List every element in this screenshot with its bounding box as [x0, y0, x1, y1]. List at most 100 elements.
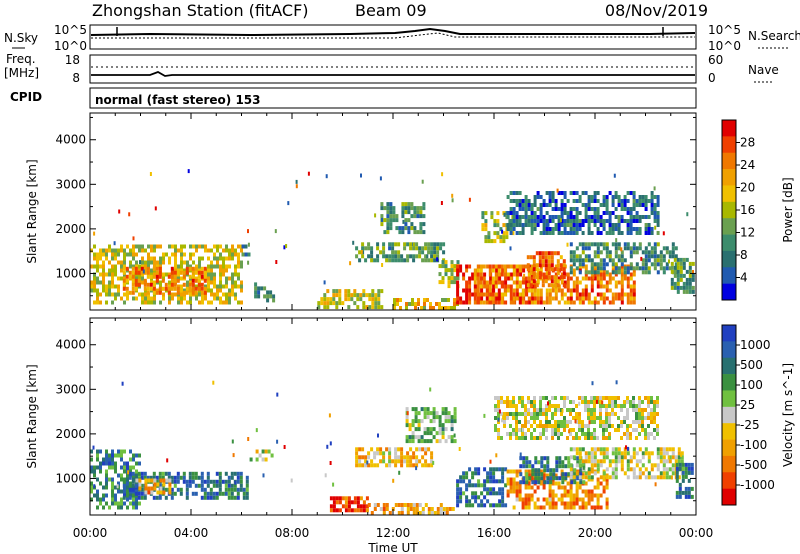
velocity-cell [158, 475, 162, 480]
power-cell [419, 206, 423, 211]
velocity-cell [548, 485, 552, 490]
velocity-cell [338, 496, 342, 501]
power-cell [560, 288, 564, 293]
velocity-cell [650, 412, 653, 416]
velocity-cell [227, 491, 231, 496]
power-cell [386, 230, 390, 235]
velocity-cell [674, 459, 678, 464]
power-cell [518, 300, 522, 305]
power-cell [150, 256, 153, 261]
velocity-cell [635, 404, 638, 408]
power-cell [382, 242, 386, 247]
power-cell [557, 288, 561, 293]
power-cell [581, 258, 585, 263]
velocity-cell [561, 408, 564, 413]
power-cell [623, 270, 627, 275]
power-cell [204, 244, 207, 249]
power-colorbar-segment [722, 185, 736, 203]
velocity-cell [599, 481, 603, 486]
power-cell [177, 268, 180, 273]
velocity-cell [361, 447, 365, 452]
power-cell [415, 246, 419, 251]
velocity-cell [236, 475, 240, 480]
power-cell [533, 296, 537, 301]
power-cell [177, 296, 180, 301]
power-cell [394, 254, 398, 259]
power-cell [503, 292, 507, 297]
velocity-cell [572, 447, 576, 452]
velocity-cell [581, 428, 584, 432]
velocity-cell [524, 416, 527, 420]
velocity-cell [509, 481, 513, 486]
power-cell [162, 272, 165, 277]
velocity-cell [501, 467, 505, 472]
velocity-cell [626, 467, 630, 472]
power-cell [125, 266, 129, 271]
velocity-cell [494, 428, 497, 432]
velocity-cell [501, 499, 505, 504]
velocity-cell [615, 380, 618, 385]
velocity-cell [515, 481, 519, 486]
power-cell [182, 274, 186, 279]
velocity-cell [635, 412, 638, 416]
power-cell [485, 284, 489, 289]
velocity-cell [105, 493, 108, 498]
power-cell [599, 215, 603, 219]
power-cell [415, 254, 419, 259]
velocity-cell [620, 455, 624, 460]
velocity-cell [584, 451, 588, 456]
power-cell [533, 203, 537, 207]
power-cell [456, 260, 460, 265]
velocity-cell [675, 470, 679, 475]
velocity-y-tick-label: 4000 [55, 338, 86, 352]
velocity-cell [135, 501, 138, 506]
velocity-cell [338, 500, 342, 505]
power-cell [231, 248, 234, 253]
power-cell [512, 264, 516, 269]
power-cell [108, 292, 111, 297]
power-cell [234, 264, 237, 269]
power-cell [578, 195, 582, 199]
power-cell [494, 264, 498, 269]
power-cell [518, 215, 522, 219]
power-cell [440, 201, 443, 205]
power-cell [266, 290, 270, 295]
velocity-cell [111, 457, 114, 462]
velocity-cell [560, 497, 564, 502]
velocity-cell [602, 432, 605, 436]
velocity-cell [665, 447, 669, 452]
power-cell [219, 244, 222, 249]
velocity-cell [239, 487, 243, 492]
power-cell [368, 293, 372, 298]
power-cell [123, 264, 126, 269]
power-cell [522, 268, 526, 273]
power-cell [536, 195, 540, 199]
power-cell [572, 207, 576, 211]
power-cell [468, 288, 472, 293]
power-cell [146, 266, 150, 271]
velocity-cell [687, 494, 691, 499]
power-cell [596, 292, 600, 297]
velocity-cell [635, 436, 638, 440]
power-cell [99, 280, 102, 285]
velocity-cell [595, 399, 598, 404]
power-cell [173, 270, 177, 275]
velocity-cell [468, 467, 472, 472]
power-cell [491, 292, 495, 297]
velocity-cell [99, 465, 102, 470]
velocity-cell [680, 451, 684, 456]
velocity-cell [332, 496, 336, 501]
velocity-cell [165, 478, 169, 483]
power-cell [545, 288, 549, 293]
velocity-cell [549, 468, 553, 473]
velocity-cell [680, 459, 684, 464]
velocity-cell [206, 479, 210, 484]
power-cell [512, 211, 516, 215]
noise-panel-frame [89, 24, 697, 50]
velocity-cell [582, 480, 586, 485]
velocity-cell [128, 471, 132, 476]
velocity-cell [224, 479, 228, 484]
power-cell [240, 248, 243, 253]
power-cell [670, 281, 674, 286]
